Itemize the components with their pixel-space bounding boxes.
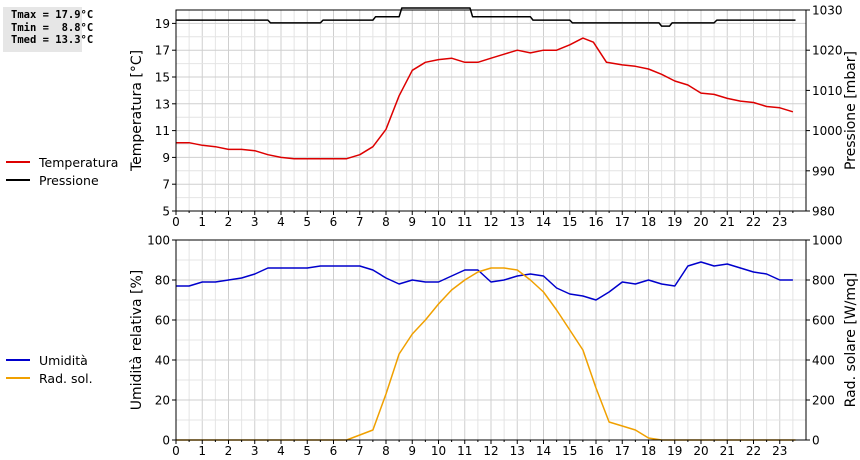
x-tick-label: 15	[562, 215, 577, 229]
series-line-pressione	[176, 7, 796, 27]
series-line-temperatura	[176, 37, 794, 160]
x-tick-label: 18	[641, 444, 656, 458]
x-tick-label: 22	[746, 215, 761, 229]
legend-swatch-temperatura	[6, 161, 30, 163]
x-tick-label: 7	[356, 215, 364, 229]
y2-tick-label: 1030	[812, 4, 843, 18]
y2-tick-label: 1010	[812, 84, 843, 98]
x-tick-label: 2	[225, 215, 233, 229]
x-tick-label: 3	[251, 444, 259, 458]
y-tick-label: 15	[155, 71, 170, 85]
x-tick-label: 4	[277, 444, 285, 458]
x-tick-label: 12	[483, 444, 498, 458]
legend-label-pressione: Pressione	[39, 172, 99, 188]
x-tick-label: 20	[693, 444, 708, 458]
y-tick-label: 9	[162, 151, 170, 165]
x-tick-label: 9	[408, 444, 416, 458]
legend-item-temperatura: Temperatura	[6, 153, 118, 171]
legend-humidity-radiation: Umidità Rad. sol.	[6, 351, 93, 387]
y2-tick-label: 980	[812, 205, 835, 219]
x-tick-label: 17	[615, 215, 630, 229]
x-tick-label: 19	[667, 215, 682, 229]
x-tick-label: 14	[536, 215, 551, 229]
x-tick-label: 11	[457, 444, 472, 458]
y-tick-label: 11	[155, 124, 170, 138]
y2-tick-label: 200	[812, 394, 835, 408]
x-tick-label: 1	[198, 215, 206, 229]
chart-1: 0 1 2 3 4 5 6 7 8 9 10 11 12 13 14 15 16 17 18 19 20 21 22 2357…	[129, 4, 859, 230]
y-tick-label: 100	[147, 234, 170, 248]
y-tick-label: 19	[155, 17, 170, 31]
x-tick-label: 8	[382, 444, 390, 458]
x-tick-label: 11	[457, 215, 472, 229]
y2-tick-label: 990	[812, 164, 835, 178]
x-tick-label: 22	[746, 444, 761, 458]
x-tick-label: 2	[225, 444, 233, 458]
x-tick-label: 0	[172, 215, 180, 229]
x-tick-label: 3	[251, 215, 259, 229]
legend-item-rad-sol: Rad. sol.	[6, 369, 93, 387]
y2-tick-label: 600	[812, 314, 835, 328]
series-line-umidit-	[176, 261, 793, 301]
legend-label-umidita: Umidità	[39, 352, 88, 368]
chart-2: 0 1 2 3 4 5 6 7 8 9 10 11 12 13 14 15 16 17 18 19 20 21 22 2302…	[129, 234, 859, 459]
legend-swatch-pressione	[6, 179, 30, 181]
x-tick-label: 16	[588, 444, 603, 458]
x-tick-label: 23	[772, 444, 787, 458]
y2-tick-label: 0	[812, 434, 820, 448]
x-tick-label: 5	[303, 215, 311, 229]
y2-tick-label: 1000	[812, 234, 843, 248]
legend-temperature-pressure: Temperatura Pressione	[6, 153, 118, 189]
x-tick-label: 6	[330, 444, 338, 458]
x-tick-label: 13	[510, 215, 525, 229]
x-tick-label: 23	[772, 215, 787, 229]
x-tick-label: 10	[431, 444, 446, 458]
x-tick-label: 7	[356, 444, 364, 458]
x-tick-label: 21	[720, 215, 735, 229]
x-tick-label: 6	[330, 215, 338, 229]
y-tick-label: 80	[155, 274, 170, 288]
x-tick-label: 12	[483, 215, 498, 229]
series-line-rad-sol-	[176, 267, 796, 441]
y2-tick-label: 1000	[812, 124, 843, 138]
y-tick-label: 5	[162, 205, 170, 219]
x-tick-label: 1	[198, 444, 206, 458]
y-tick-label: 40	[155, 354, 170, 368]
x-tick-label: 19	[667, 444, 682, 458]
x-tick-label: 16	[588, 215, 603, 229]
y-tick-label: 0	[162, 434, 170, 448]
x-tick-label: 17	[615, 444, 630, 458]
x-tick-label: 20	[693, 215, 708, 229]
y-tick-label: 7	[162, 178, 170, 192]
x-tick-label: 15	[562, 444, 577, 458]
y-tick-label: 60	[155, 314, 170, 328]
y2-tick-label: 400	[812, 354, 835, 368]
legend-label-rad-sol: Rad. sol.	[39, 370, 93, 386]
legend-swatch-umidita	[6, 359, 30, 361]
y2-axis-title: Pressione [mbar]	[843, 51, 859, 170]
y-axis-title: Umidità relativa [%]	[129, 270, 145, 411]
x-tick-label: 18	[641, 215, 656, 229]
x-tick-label: 9	[408, 215, 416, 229]
x-tick-label: 0	[172, 444, 180, 458]
y-tick-label: 13	[155, 97, 170, 111]
x-tick-label: 5	[303, 444, 311, 458]
legend-swatch-rad-sol	[6, 377, 30, 379]
y2-tick-label: 800	[812, 274, 835, 288]
x-tick-label: 8	[382, 215, 390, 229]
legend-item-umidita: Umidità	[6, 351, 93, 369]
y2-axis-title: Rad. solare [W/mq]	[843, 273, 859, 408]
y-tick-label: 17	[155, 44, 170, 58]
x-tick-label: 14	[536, 444, 551, 458]
x-tick-label: 4	[277, 215, 285, 229]
x-tick-label: 13	[510, 444, 525, 458]
legend-label-temperatura: Temperatura	[39, 154, 119, 170]
y2-tick-label: 1020	[812, 44, 843, 58]
y-tick-label: 20	[155, 394, 170, 408]
legend-item-pressione: Pressione	[6, 171, 118, 189]
y-axis-title: Temperatura [°C]	[129, 50, 145, 172]
x-tick-label: 21	[720, 444, 735, 458]
x-tick-label: 10	[431, 215, 446, 229]
